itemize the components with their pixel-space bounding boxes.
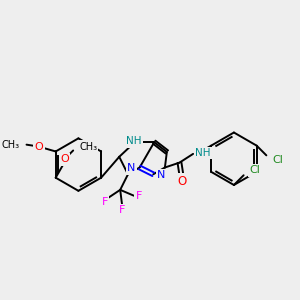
Text: F: F (136, 191, 142, 201)
Text: O: O (178, 175, 187, 188)
Text: CH₃: CH₃ (2, 140, 20, 150)
Text: F: F (101, 196, 108, 206)
Text: F: F (119, 205, 125, 215)
Text: N: N (128, 164, 136, 173)
Text: NH: NH (126, 136, 142, 146)
Text: O: O (35, 142, 44, 152)
Text: Cl: Cl (250, 165, 260, 176)
Text: Cl: Cl (272, 155, 283, 165)
Text: N: N (157, 170, 166, 180)
Text: NH: NH (195, 148, 211, 158)
Text: O: O (60, 154, 69, 164)
Text: CH₃: CH₃ (79, 142, 97, 152)
